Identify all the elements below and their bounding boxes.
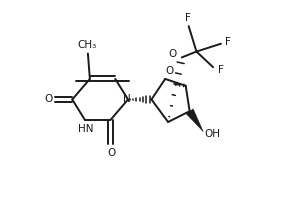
Polygon shape xyxy=(186,109,203,132)
Text: O: O xyxy=(169,49,177,59)
Text: OH: OH xyxy=(205,129,221,139)
Text: O: O xyxy=(165,66,173,76)
Text: N: N xyxy=(123,94,131,103)
Text: F: F xyxy=(185,13,191,23)
Text: O: O xyxy=(45,95,53,104)
Text: HN: HN xyxy=(78,124,94,134)
Text: F: F xyxy=(218,65,224,75)
Text: F: F xyxy=(225,37,231,47)
Text: CH₃: CH₃ xyxy=(77,40,97,50)
Text: O: O xyxy=(107,148,116,158)
